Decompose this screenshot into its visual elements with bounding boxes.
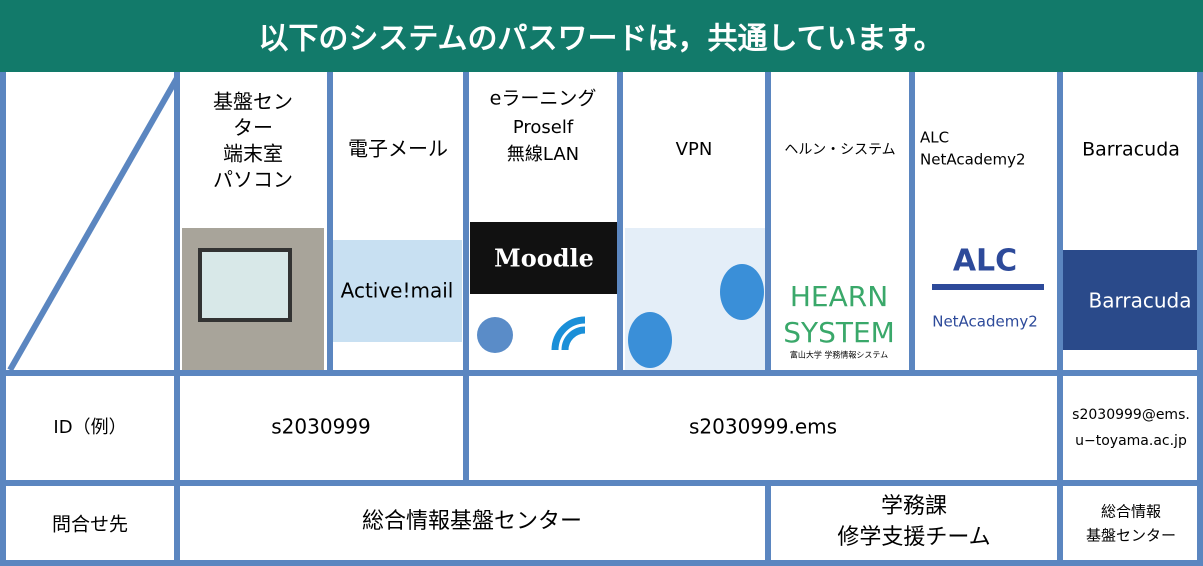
logo-text: 富山大学 学務情報システム	[790, 350, 888, 360]
hearn-logo	[776, 220, 902, 362]
table-grid	[0, 72, 1203, 566]
column-header: Proself	[513, 117, 574, 138]
column-header: NetAcademy2	[920, 151, 1026, 169]
title: 以下のシステムのパスワードは，共通しています。	[258, 22, 943, 57]
cell: s2030999.ems	[689, 415, 837, 439]
logo-text: NetAcademy2	[932, 313, 1038, 331]
cell: 総合情報基盤センター	[362, 509, 582, 534]
wifi-icon	[551, 316, 586, 351]
icon	[628, 312, 672, 368]
logo-bar	[932, 284, 1044, 290]
logo-text: Active!mail	[341, 279, 454, 303]
cell: s2030999	[271, 415, 371, 439]
column-header: パソコン	[213, 168, 293, 192]
column-header: 端末室	[223, 142, 283, 166]
logo-text: ALC	[953, 244, 1017, 279]
logo-text: Moodle	[494, 244, 594, 273]
monitor	[198, 248, 292, 322]
column-header: 基盤セン	[213, 90, 293, 114]
cell: 修学支援チーム	[837, 525, 990, 550]
cell: 学務課	[881, 494, 947, 519]
column-header: ター	[233, 116, 273, 140]
row-label: ID（例）	[53, 417, 126, 438]
mail-logo	[332, 240, 462, 342]
header-band	[0, 0, 1203, 72]
icon	[477, 317, 513, 353]
column-header: ALC	[920, 129, 949, 147]
column-header: 電子メール	[348, 137, 448, 161]
cell: 基盤センター	[1086, 527, 1176, 545]
cell: 総合情報	[1101, 503, 1161, 521]
logo-text: Barracuda	[1089, 289, 1192, 313]
column-header: 無線LAN	[507, 144, 579, 165]
barracuda-logo	[1062, 250, 1200, 350]
logo-text: HEARN	[790, 280, 888, 313]
column-header: eラーニング	[490, 88, 597, 110]
icon	[720, 264, 764, 320]
cell: u−toyama.ac.jp	[1075, 433, 1187, 449]
moodle-logo	[470, 222, 618, 294]
row-label: 問合せ先	[52, 514, 128, 536]
column-header: Barracuda	[1082, 139, 1180, 161]
column-header: VPN	[676, 139, 713, 160]
cell: s2030999@ems.	[1072, 407, 1190, 423]
logo-text: SYSTEM	[783, 316, 895, 349]
column-header: ヘルン・システム	[784, 142, 895, 158]
